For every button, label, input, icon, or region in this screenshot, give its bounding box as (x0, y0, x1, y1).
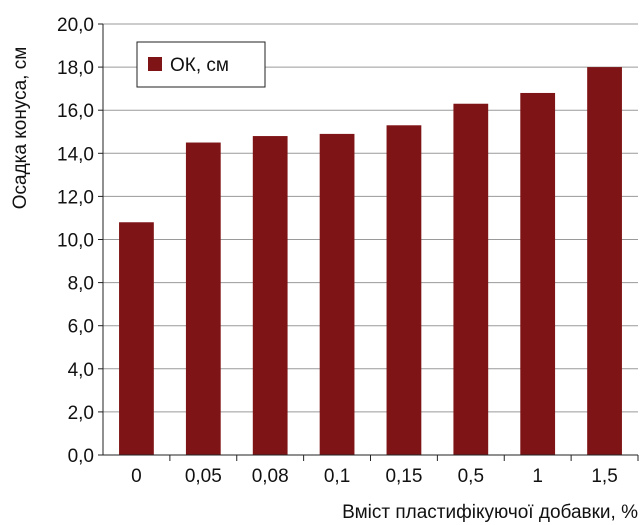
y-tick-label: 12,0 (57, 187, 94, 208)
y-tick-label: 8,0 (68, 274, 94, 295)
y-tick-label: 16,0 (57, 101, 94, 122)
x-tick-label: 0,08 (252, 466, 289, 487)
x-tick-label: 0,1 (324, 466, 350, 487)
x-tick-label: 0,15 (385, 466, 422, 487)
bar (453, 103, 489, 456)
y-axis-ticks: 0,0 2,0 4,0 6,0 8,0 10,0 12,0 14,0 16,0 18,0 20,0 (57, 15, 103, 467)
bar (119, 222, 154, 455)
x-axis-title: Вміст пластифікуючої добавки, % (342, 502, 638, 523)
y-tick-label: 10,0 (57, 231, 94, 252)
y-tick-label: 18,0 (57, 58, 94, 79)
bar (587, 67, 622, 455)
bars (119, 67, 622, 456)
y-tick-label: 0,0 (68, 446, 94, 467)
bar (386, 125, 422, 455)
legend: ОК, см (136, 41, 266, 88)
y-tick-label: 2,0 (68, 403, 94, 424)
y-tick-label: 14,0 (57, 144, 94, 165)
x-tick-label: 1 (532, 466, 543, 487)
y-axis-title: Осадка конуса, см (10, 47, 31, 210)
y-tick-label: 20,0 (57, 15, 94, 36)
x-tick-label: 0,05 (185, 466, 222, 487)
y-tick-label: 6,0 (68, 317, 94, 338)
bar (252, 136, 288, 455)
x-tick-label: 0,5 (458, 466, 484, 487)
x-tick-label: 0 (131, 466, 142, 487)
y-tick-label: 4,0 (68, 360, 94, 381)
x-axis-ticks: 0 0,05 0,08 0,1 0,15 0,5 1 1,5 (131, 455, 639, 487)
x-tick-label: 1,5 (591, 466, 617, 487)
legend-swatch (148, 57, 162, 71)
bar (185, 142, 221, 455)
legend-label: ОК, см (170, 55, 229, 76)
bar (319, 133, 355, 455)
bar (520, 92, 556, 456)
